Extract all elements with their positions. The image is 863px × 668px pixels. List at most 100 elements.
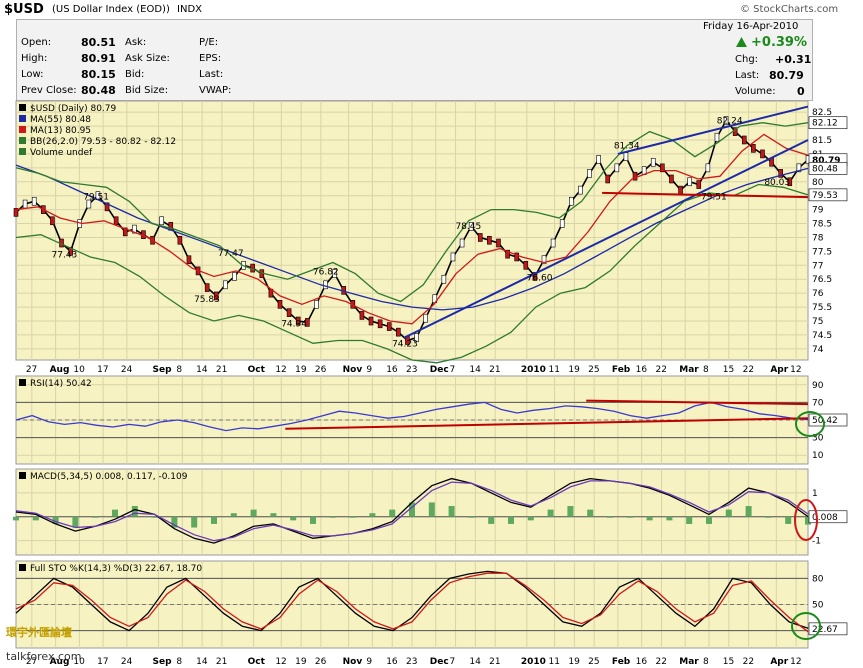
- y-tick-label: 90: [812, 381, 824, 391]
- price-candle: [787, 177, 793, 187]
- x-tick-label: 10: [73, 365, 85, 375]
- macd-histogram-bar: [468, 516, 475, 518]
- exchange-label: INDX: [177, 4, 203, 15]
- x-tick-label: 22: [743, 365, 754, 375]
- x-tick-label: 12: [275, 365, 286, 375]
- price-candle: [532, 272, 538, 281]
- macd-histogram-bar: [488, 516, 495, 524]
- price-candle: [514, 252, 519, 262]
- macd-histogram-bar: [607, 516, 613, 518]
- price-candle: [468, 222, 474, 231]
- legend-swatch: [19, 115, 26, 122]
- macd-histogram-bar: [409, 502, 415, 517]
- price-candle: [705, 163, 711, 173]
- sto-highlight-circle: [791, 612, 821, 640]
- x-tick-label: 16: [636, 365, 648, 375]
- macd-histogram-bar: [725, 509, 732, 517]
- legend-swatch: [19, 148, 26, 155]
- low-value: 80.15: [81, 68, 116, 81]
- watermark-cn: 環宇外匯論壇: [6, 626, 72, 639]
- x-tick-label: 23: [406, 365, 417, 375]
- y-tick-label: 10: [812, 451, 824, 461]
- open-label: Open:: [21, 37, 52, 48]
- macd-histogram-bar: [428, 502, 435, 517]
- x-tick-label-bottom: 7: [450, 657, 456, 667]
- macd-highlight-circle: [794, 499, 818, 541]
- last-price-label: Last:: [735, 70, 760, 81]
- legend-swatch: [19, 126, 26, 133]
- legend-entry: MA(13) 80.95: [30, 126, 91, 136]
- price-candle: [541, 255, 547, 265]
- legend-entry: BB(26,2.0) 79.53 - 80.82 - 82.12: [30, 137, 176, 147]
- prev-close-label: Prev Close:: [21, 85, 77, 96]
- price-candle: [104, 202, 110, 212]
- price-candle: [68, 247, 73, 256]
- x-tick-label: 24: [121, 365, 133, 375]
- ticker-title: $USD: [4, 2, 44, 17]
- macd-histogram-bar: [191, 516, 198, 528]
- x-tick-label: 17: [97, 365, 108, 375]
- rsi-highlight-circle: [795, 411, 825, 437]
- y-tick-label: 75: [812, 317, 823, 327]
- macd-histogram-bar: [765, 516, 772, 518]
- x-tick-label-bottom: 16: [636, 657, 648, 667]
- legend-entry: $USD (Daily) 80.79: [30, 104, 117, 114]
- last-label: Last:: [199, 69, 224, 80]
- x-tick-label: Sep: [153, 365, 173, 375]
- y-tick-label: 75.5: [812, 303, 832, 313]
- eps-label: EPS:: [199, 53, 222, 64]
- macd-histogram-bar: [211, 516, 217, 524]
- low-label: Low:: [21, 69, 44, 80]
- x-tick-label: Oct: [248, 365, 266, 375]
- y-tick-label: 82.5: [812, 108, 832, 118]
- ask-size-label: Ask Size:: [125, 53, 170, 64]
- price-candle: [687, 177, 692, 187]
- price-candle: [113, 216, 119, 226]
- price-candle: [450, 252, 456, 262]
- price-candle: [122, 227, 128, 237]
- trendline: [602, 191, 809, 199]
- price-annotation: 74.23: [392, 339, 418, 349]
- x-tick-label: 8: [176, 365, 182, 375]
- right-value-box: [808, 188, 848, 202]
- x-tick-label: Apr: [770, 365, 788, 375]
- y-tick-label: 1: [812, 489, 818, 499]
- price-annotation: 76.82: [313, 267, 339, 277]
- up-triangle-icon: [736, 37, 747, 47]
- macd-histogram-bar: [587, 509, 594, 517]
- macd-histogram-bar: [32, 516, 39, 521]
- price-candle: [760, 149, 765, 159]
- price-annotation: 80.03: [764, 178, 790, 188]
- price-candle: [13, 208, 19, 217]
- series-line-signal: [15, 480, 809, 542]
- price-candle: [751, 144, 756, 153]
- price-candle: [523, 261, 529, 270]
- macd-histogram-bar: [72, 516, 79, 528]
- x-tick-label: 9: [366, 365, 372, 375]
- price-candle: [423, 313, 428, 323]
- x-tick-label: 14: [469, 365, 481, 375]
- macd-histogram-bar: [112, 509, 118, 517]
- price-annotation: 74.94: [281, 320, 307, 330]
- stockcharts-logo[interactable]: © StockCharts.com: [740, 4, 839, 15]
- x-tick-label-bottom: 8: [703, 657, 709, 667]
- x-tick-label: 21: [216, 365, 227, 375]
- macd-histogram-bar: [646, 516, 653, 521]
- x-tick-label-bottom: 12: [790, 657, 801, 667]
- macd-histogram-bar: [13, 516, 19, 521]
- price-candle: [487, 235, 492, 245]
- price-candle: [396, 327, 401, 337]
- price-annotation: 82.24: [717, 116, 743, 126]
- right-value-label: 80.48: [812, 164, 838, 174]
- ticker-name: (US Dollar Index (EOD)) INDX: [52, 4, 202, 15]
- macd-histogram-bar: [329, 516, 336, 518]
- x-tick-label-bottom: 17: [97, 657, 108, 667]
- y-tick-label: 70: [812, 398, 824, 408]
- change-percent: +0.39%: [751, 35, 807, 50]
- price-candle: [223, 280, 228, 290]
- x-tick-label: 12: [790, 365, 801, 375]
- x-tick-label-bottom: Apr: [770, 657, 788, 667]
- series-line-macd: [15, 477, 809, 544]
- price-candle: [232, 272, 237, 281]
- x-tick-label-bottom: 19: [295, 657, 307, 667]
